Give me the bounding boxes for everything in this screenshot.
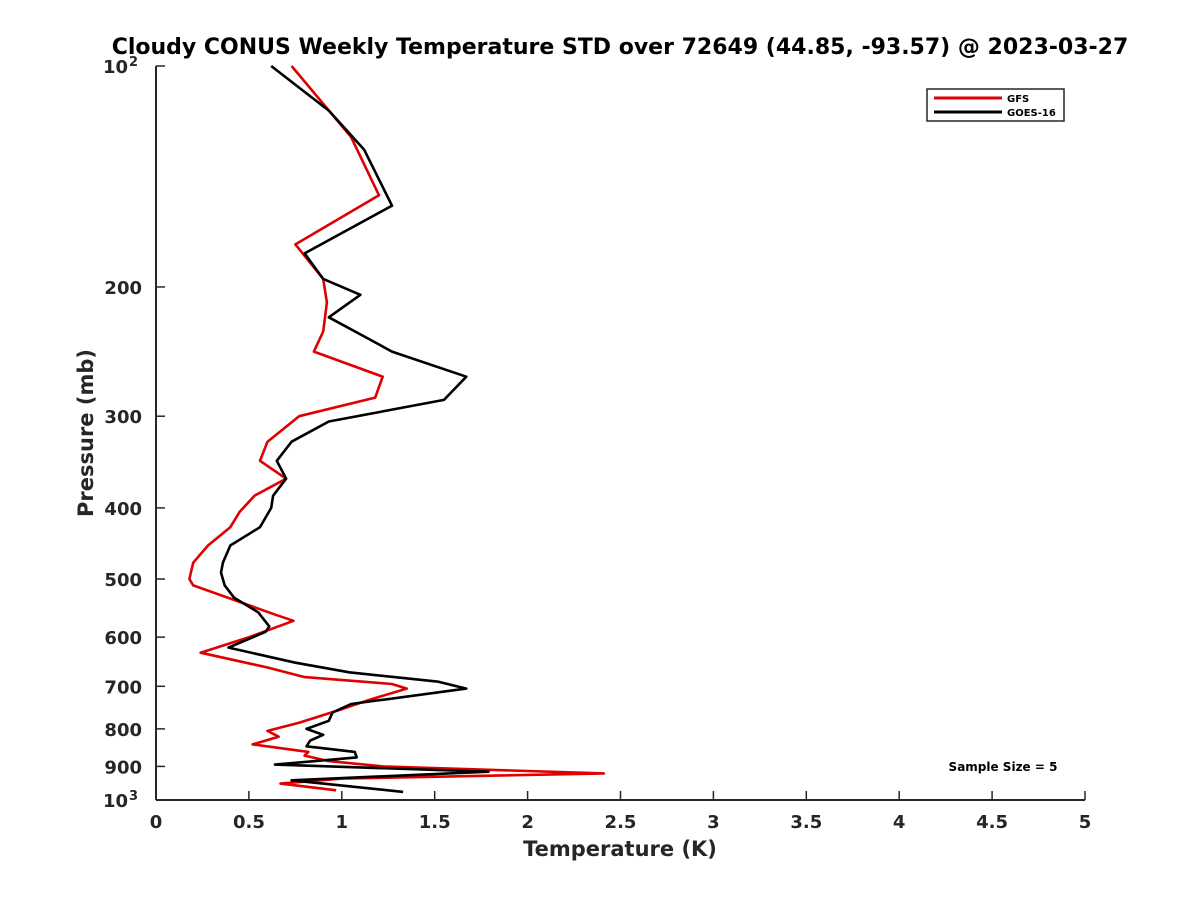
x-tick-label: 3 (707, 812, 720, 833)
x-ticks: 0 0.5 1 1.5 2 2.5 3 3.5 4 4.5 5 (150, 791, 1092, 833)
sample-size-annotation: Sample Size = 5 (949, 760, 1058, 774)
x-tick-label: 2 (521, 812, 534, 833)
series-layer (188, 64, 606, 794)
x-tick-label: 4.5 (976, 812, 1008, 833)
legend-box (926, 88, 1065, 122)
y-tick-label: 600 (104, 628, 142, 649)
x-tick-label: 4 (893, 812, 906, 833)
y-tick-exponent: 2 (129, 55, 138, 70)
x-tick-label: 3.5 (790, 812, 822, 833)
series-line-gfs (188, 65, 606, 792)
plot-area: 0 0.5 1 1.5 2 2.5 3 3.5 4 4.5 5 10 2200300400500600… (103, 55, 1091, 833)
x-tick-label: 1 (336, 812, 349, 833)
legend-label-goes16: GOES-16 (1007, 108, 1056, 119)
x-tick-label: 2.5 (605, 812, 637, 833)
y-tick-exponent: 3 (129, 789, 138, 804)
y-tick-label: 700 (104, 677, 142, 698)
y-tick-label: 200 (104, 278, 142, 299)
x-tick-label: 0 (150, 812, 163, 833)
x-tick-label: 1.5 (419, 812, 451, 833)
y-tick-label: 10 (103, 791, 128, 812)
y-tick-label: 900 (104, 757, 142, 778)
y-tick-label: 800 (104, 720, 142, 741)
x-axis-label: Temperature (K) (523, 837, 717, 861)
y-tick-label: 300 (104, 407, 142, 428)
x-tick-label: 5 (1079, 812, 1092, 833)
series-line-goes16 (219, 64, 490, 794)
y-tick-label: 500 (104, 570, 142, 591)
y-tick-label: 400 (104, 499, 142, 520)
y-tick-label: 10 (103, 57, 128, 78)
chart-title: Cloudy CONUS Weekly Temperature STD over… (112, 35, 1129, 60)
x-tick-label: 0.5 (233, 812, 265, 833)
y-axis-label: Pressure (mb) (74, 349, 98, 517)
legend: GFS GOES-16 (926, 88, 1065, 122)
legend-label-gfs: GFS (1007, 94, 1029, 105)
